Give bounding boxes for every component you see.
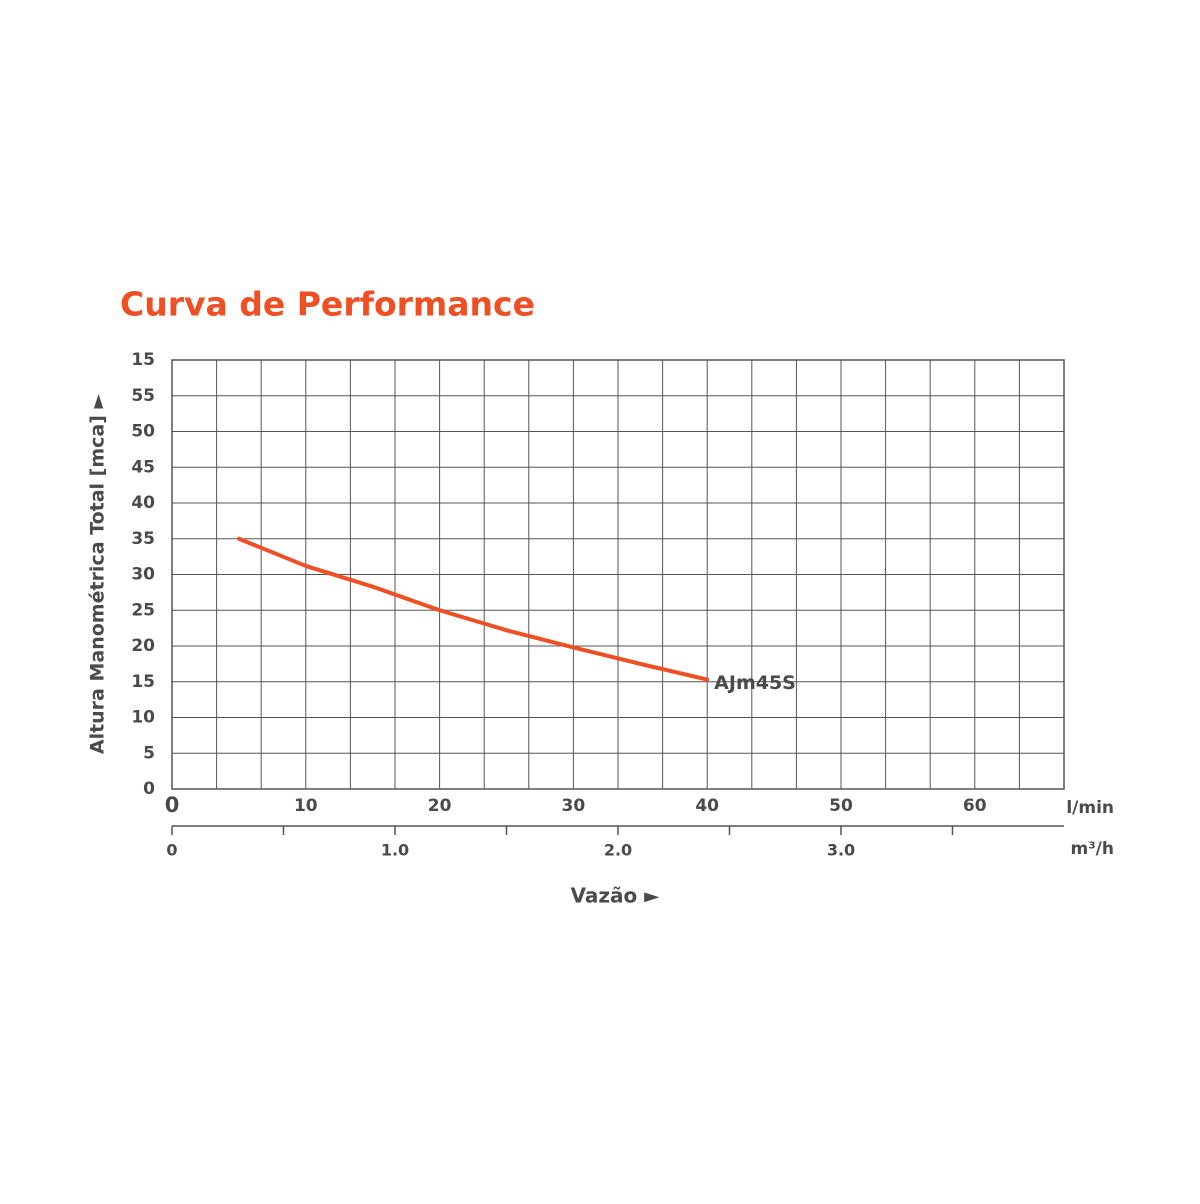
y-tick-label: 10 bbox=[131, 708, 155, 728]
x2-tick-label: 0 bbox=[166, 841, 177, 860]
x2-tick-label: 3.0 bbox=[827, 841, 855, 860]
y-tick-label: 40 bbox=[131, 493, 155, 513]
y-tick-label: 20 bbox=[131, 636, 155, 656]
y-tick-label: 45 bbox=[131, 457, 155, 477]
y-tick-label: 30 bbox=[131, 565, 155, 585]
x2-unit: m³/h bbox=[1071, 839, 1114, 859]
x-tick-label: 0 bbox=[165, 793, 180, 817]
y-tick-label: 15 bbox=[131, 350, 155, 370]
x-tick-label: 60 bbox=[963, 796, 987, 816]
x-tick-label: 10 bbox=[294, 796, 318, 816]
y-tick-label: 35 bbox=[131, 529, 155, 549]
x-tick-label: 50 bbox=[829, 796, 853, 816]
plot-frame bbox=[171, 359, 1065, 790]
series-label: AJm45S bbox=[714, 672, 796, 694]
y-tick-label: 25 bbox=[131, 600, 155, 620]
x-unit: l/min bbox=[1066, 798, 1114, 818]
y-tick-label: 0 bbox=[143, 779, 155, 799]
x-tick-label: 40 bbox=[695, 796, 719, 816]
x-tick-label: 20 bbox=[428, 796, 452, 816]
x2-tick-label: 1.0 bbox=[381, 841, 409, 860]
y-tick-label: 55 bbox=[131, 386, 155, 406]
x2-tick-label: 2.0 bbox=[604, 841, 632, 860]
x-axis-title: Vazão ► bbox=[570, 884, 660, 908]
x-tick-label: 30 bbox=[562, 796, 586, 816]
series-line bbox=[236, 536, 710, 682]
chart-title: Curva de Performance bbox=[120, 285, 535, 324]
y-tick-label: 5 bbox=[143, 743, 155, 763]
y-tick-label: 50 bbox=[131, 422, 155, 442]
y-tick-label: 15 bbox=[131, 672, 155, 692]
y-axis-title: Altura Manométrica Total [mca] ► bbox=[87, 393, 109, 754]
